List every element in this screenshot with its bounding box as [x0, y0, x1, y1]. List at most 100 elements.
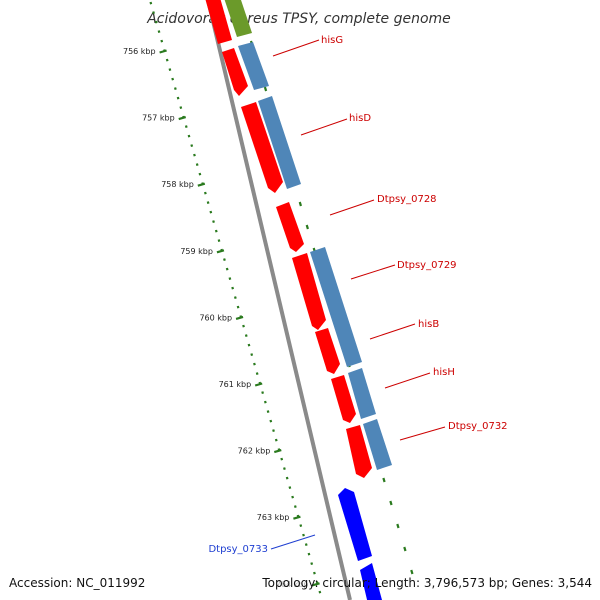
outer-track-dash	[263, 86, 268, 92]
gene-label-hisd[interactable]: hisD	[349, 113, 371, 124]
tick-label: 763 kbp	[257, 513, 290, 522]
minor-tick	[280, 457, 284, 461]
minor-tick	[152, 11, 155, 14]
minor-tick	[261, 391, 264, 394]
leader-line-dtpsy-0728	[329, 199, 375, 216]
major-tick	[216, 249, 225, 254]
minor-tick	[165, 58, 169, 62]
gene-block-red[interactable]	[331, 375, 356, 423]
outer-track-dash	[396, 523, 400, 529]
minor-tick	[214, 229, 218, 233]
outer-track-dash	[305, 224, 309, 230]
minor-tick	[233, 296, 237, 299]
gene-block-blue[interactable]	[310, 247, 362, 367]
outer-track-dash	[403, 546, 407, 552]
gene-block-red[interactable]	[346, 425, 372, 478]
gene-block-blue[interactable]	[258, 96, 301, 189]
gene-block-red[interactable]	[315, 328, 340, 374]
minor-tick	[266, 410, 270, 413]
minor-tick	[217, 239, 221, 242]
tick-label: 761 kbp	[219, 380, 252, 389]
minor-tick	[269, 419, 273, 423]
minor-tick	[187, 134, 191, 138]
minor-tick	[193, 153, 196, 157]
minor-tick	[247, 343, 251, 347]
outer-track-dash	[389, 500, 393, 506]
minor-tick	[272, 429, 275, 432]
minor-tick	[198, 172, 202, 176]
gene-block-blue[interactable]	[238, 42, 269, 90]
minor-tick	[299, 524, 303, 527]
gene-block-dtpsy-0733[interactable]	[338, 488, 372, 561]
minor-tick	[179, 106, 183, 109]
minor-tick	[160, 39, 164, 43]
topology-summary-text: Topology: circular; Length: 3,796,573 bp…	[262, 576, 592, 590]
minor-tick	[304, 543, 308, 546]
minor-tick	[293, 505, 297, 508]
tick-label: 759 kbp	[180, 247, 213, 256]
gene-label-hisb[interactable]: hisB	[418, 319, 439, 330]
minor-tick	[263, 400, 267, 404]
gene-block-red[interactable]	[241, 102, 283, 193]
minor-tick	[250, 353, 254, 356]
minor-tick	[288, 486, 292, 489]
genome-backbone	[206, 0, 352, 600]
minor-tick	[154, 20, 158, 24]
gene-label-dtpsy-0733[interactable]: Dtpsy_0733	[208, 544, 268, 555]
minor-tick	[231, 286, 234, 290]
gene-block-red[interactable]	[222, 48, 248, 96]
major-tick	[293, 515, 301, 520]
minor-tick	[307, 552, 311, 556]
gene-label-hish[interactable]: hisH	[433, 367, 455, 378]
leader-line-hisb	[369, 323, 416, 340]
gene-block-red[interactable]	[205, 0, 232, 44]
minor-tick	[253, 362, 256, 366]
gene-block-red[interactable]	[292, 253, 326, 330]
gene-block-red[interactable]	[276, 202, 304, 252]
gene-block-next[interactable]	[360, 563, 382, 600]
minor-tick	[318, 590, 322, 594]
minor-tick	[190, 144, 194, 147]
tick-label: 757 kbp	[142, 114, 175, 123]
tick-label: 764 kbp	[276, 580, 309, 589]
minor-tick	[212, 220, 215, 223]
major-tick	[254, 382, 263, 387]
gene-block-blue[interactable]	[348, 368, 376, 419]
map-title: Acidovorax ebreus TPSY, complete genome	[146, 11, 451, 27]
minor-tick	[204, 191, 207, 195]
minor-tick	[285, 476, 289, 480]
minor-tick	[168, 68, 172, 71]
major-tick	[312, 582, 320, 587]
gene-label-dtpsy-0729[interactable]: Dtpsy_0729	[397, 260, 457, 271]
minor-tick	[244, 334, 248, 337]
minor-tick	[209, 210, 213, 214]
minor-tick	[255, 372, 259, 375]
minor-tick	[157, 30, 161, 33]
gene-label-dtpsy-0732[interactable]: Dtpsy_0732	[448, 421, 508, 432]
leader-line-hish	[384, 372, 431, 389]
minor-tick	[195, 163, 199, 166]
minor-tick	[149, 1, 153, 5]
gene-block-green[interactable]	[224, 0, 252, 37]
tick-label: 756 kbp	[123, 47, 156, 56]
major-tick	[273, 449, 282, 454]
accession-text: Accession: NC_011992	[9, 576, 146, 590]
gene-label-hisg[interactable]: hisG	[321, 35, 343, 46]
minor-tick	[242, 324, 245, 328]
minor-tick	[291, 495, 294, 499]
gene-block-blue[interactable]	[363, 419, 392, 470]
minor-tick	[171, 77, 175, 81]
minor-tick	[174, 87, 177, 90]
tick-label: 760 kbp	[199, 313, 232, 322]
leader-line-hisg	[272, 39, 320, 57]
minor-tick	[223, 258, 226, 261]
minor-tick	[313, 571, 316, 575]
minor-tick	[176, 96, 180, 100]
gene-label-dtpsy-0728[interactable]: Dtpsy_0728	[377, 194, 437, 205]
minor-tick	[206, 201, 210, 204]
major-tick	[178, 116, 187, 121]
minor-tick	[184, 125, 188, 128]
outer-track-dash	[410, 569, 414, 575]
minor-tick	[225, 267, 229, 271]
minor-tick	[228, 277, 232, 280]
